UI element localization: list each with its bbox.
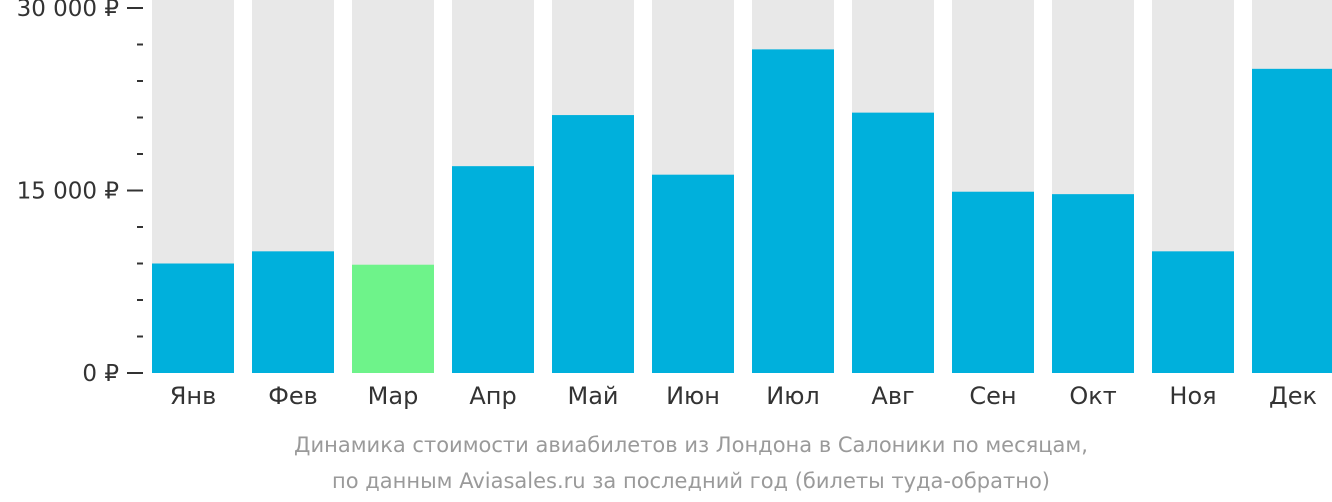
x-tick-label: Сен <box>969 382 1016 410</box>
x-tick-label: Авг <box>871 382 914 410</box>
bar <box>1052 194 1134 373</box>
bar <box>352 264 434 373</box>
y-tick-label: 15 000 ₽ <box>17 179 119 205</box>
x-tick-label: Июл <box>766 382 820 410</box>
bar <box>152 263 234 373</box>
bar <box>452 166 534 373</box>
x-tick-label: Ноя <box>1169 382 1216 410</box>
bar <box>1152 251 1234 373</box>
x-tick-label: Дек <box>1269 382 1317 410</box>
chart-caption-line-1: Динамика стоимости авиабилетов из Лондон… <box>294 433 1088 457</box>
bar <box>1252 68 1332 373</box>
x-tick-label: Июн <box>666 382 720 410</box>
y-tick-label: 30 000 ₽ <box>17 0 119 22</box>
x-tick-label: Окт <box>1069 382 1116 410</box>
bar-chart: Янв Фев Мар Апр Май Июн Июл Авг Сен Окт Ноя Дек 0 ₽ 1… <box>17 0 1332 410</box>
bar <box>852 112 934 373</box>
bar <box>552 115 634 374</box>
x-tick-label: Апр <box>469 382 516 410</box>
bar <box>752 49 834 373</box>
bar <box>652 174 734 373</box>
x-tick-label: Май <box>567 382 618 410</box>
bar <box>952 191 1034 373</box>
bar <box>252 251 334 373</box>
x-tick-label: Мар <box>368 382 419 410</box>
chart-caption-line-2: по данным Aviasales.ru за последний год … <box>332 469 1050 493</box>
x-tick-label: Фев <box>268 382 318 410</box>
y-tick-label: 0 ₽ <box>82 361 119 387</box>
x-tick-label: Янв <box>170 382 217 410</box>
